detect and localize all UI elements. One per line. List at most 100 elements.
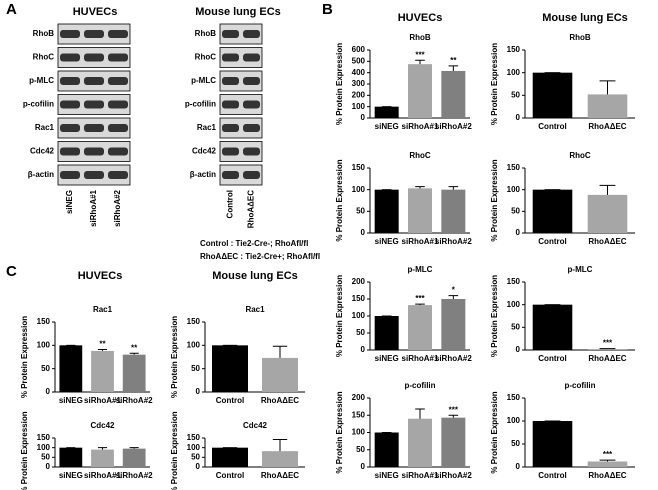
blot-band [243,124,260,132]
y-tick-label: 50 [511,90,520,99]
y-tick-label: 100 [507,416,521,425]
y-tick-label: 150 [37,433,51,442]
x-tick-label: siNEG [59,471,83,480]
y-tick-label: 150 [507,163,521,172]
blot-band [243,77,260,85]
y-tick-label: 50 [511,322,520,331]
y-axis-label: % Protein Expression [335,159,344,241]
blot-band [222,77,239,85]
bar [532,72,573,118]
y-tick-label: 50 [41,364,50,373]
x-tick-label: siRhoA#1 [84,396,121,405]
y-tick-label: 100 [187,340,201,349]
error-bar [599,184,616,195]
bar [532,421,573,467]
y-axis-label: % Protein Expression [335,275,344,357]
bar [408,305,432,350]
blot-band [60,100,80,109]
x-tick-label: Control [538,471,566,480]
bar [262,451,298,467]
significance: *** [415,294,425,303]
blot-row-label: RhoB [33,29,55,38]
bar [122,354,146,392]
bar [532,189,573,233]
x-tick-label: siRhoA#2 [435,237,472,246]
x-tick-label: RhoAΔEC [261,471,299,480]
x-tick-label: Control [538,122,566,131]
bar [262,357,298,392]
y-axis-label: % Protein Expression [335,43,344,125]
error-bar [97,349,108,351]
blot-row-label: RhoB [195,29,217,38]
blot-band [222,30,239,38]
y-tick-label: 150 [352,163,366,172]
chart-title: Rac1 [93,305,113,314]
x-tick-label: siRhoA#2 [435,471,472,480]
blot-row-label: Rac1 [197,123,217,132]
error-bar [599,80,616,95]
blot-band [222,100,239,109]
y-tick-label: 150 [507,277,521,286]
y-axis-label: % Protein Expression [490,275,499,357]
blot-band [222,53,239,62]
bar [441,189,466,233]
error-bar [415,408,425,419]
x-tick-label: siRhoA#2 [435,122,472,131]
chart-title: RhoB [409,33,431,42]
y-tick-label: 150 [352,294,366,303]
error-bar [448,414,459,418]
y-tick-label: 50 [356,445,365,454]
blot-row-label: Cdc42 [30,147,55,156]
error-bar [448,186,459,190]
error-bar [272,345,288,358]
y-tick-label: 100 [507,185,521,194]
significance: ** [131,343,138,352]
significance: *** [415,50,425,59]
bar [532,304,573,350]
blot-band [60,147,80,156]
error-bar [129,447,139,449]
error-bar [448,295,459,299]
y-axis-label: % Protein Expression [335,391,344,473]
significance: ** [450,56,457,65]
x-tick-label: siNEG [375,471,399,480]
x-tick-label: RhoAΔEC [588,122,626,131]
bar [212,345,248,392]
y-tick-label: 150 [507,393,521,402]
y-tick-label: 150 [507,45,521,54]
chart-title: p-MLC [408,265,433,274]
blot-frame [219,70,263,92]
x-tick-label: siRhoA#2 [116,471,153,480]
x-tick-label: siNEG [375,122,399,131]
chart-title: Cdc42 [90,421,115,430]
x-tick-label: siNEG [375,354,399,363]
y-tick-label: 150 [37,317,51,326]
x-tick-label: siRhoA#1 [402,471,439,480]
panel-header: HUVECs [398,12,443,24]
y-tick-label: 0 [361,228,366,237]
panel-header: HUVECs [78,270,123,282]
blot-header: HUVECs [73,6,118,18]
blot-row-label: p-cofilin [23,100,54,109]
chart-title: RhoC [409,151,431,160]
error-bar [272,439,288,452]
blot-band [84,124,104,132]
y-tick-label: 50 [511,439,520,448]
blot-frame [219,94,263,115]
blot-band [243,171,260,179]
y-tick-label: 100 [507,68,521,77]
blot-band [222,124,239,132]
y-tick-label: 100 [352,311,366,320]
y-tick-label: 0 [516,345,521,354]
panel-header: Mouse lung ECs [212,270,298,282]
blot-frame [219,23,263,45]
bar [408,64,432,118]
blot-band [84,77,104,85]
y-axis-label: % Protein Expression [490,43,499,125]
blot-band [60,124,80,132]
blot-band [243,53,260,62]
y-tick-label: 200 [352,277,366,286]
y-tick-label: 0 [46,462,51,471]
y-tick-label: 100 [352,185,366,194]
